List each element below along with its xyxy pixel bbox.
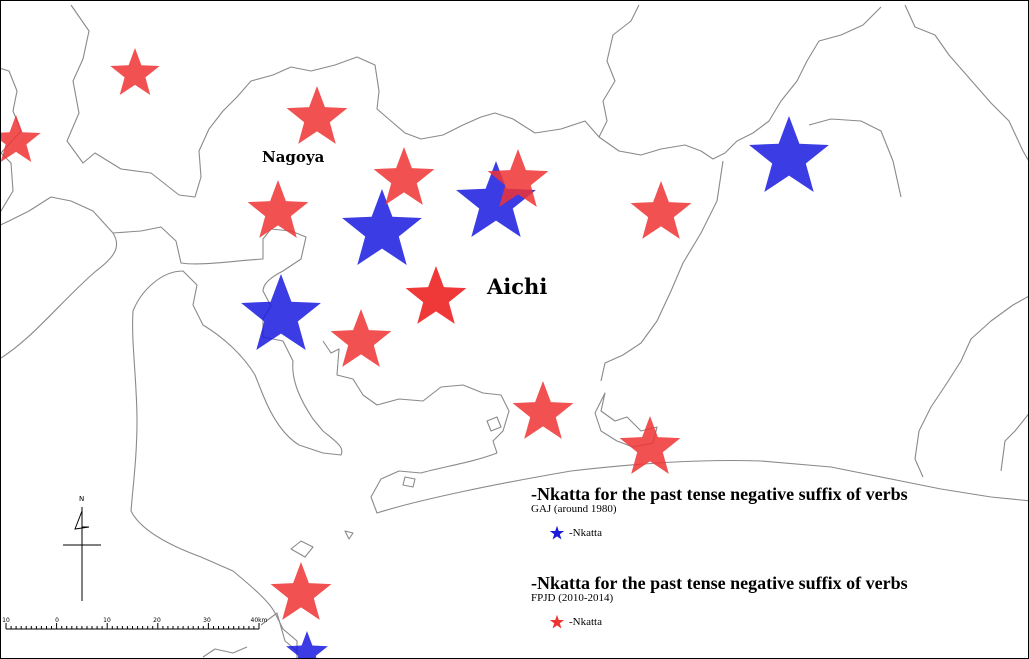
fpjd-star-marker bbox=[405, 266, 467, 324]
prefecture-border-northeast bbox=[598, 4, 882, 138]
scale-tick-label: 0 bbox=[55, 617, 59, 624]
legend-item: -Nkatta bbox=[549, 614, 908, 630]
prefecture-border-aichi bbox=[178, 56, 782, 198]
fpjd-star-marker bbox=[110, 48, 160, 95]
scale-tick-label: 30 bbox=[203, 617, 211, 624]
gaj-markers bbox=[241, 116, 829, 658]
scale-bar bbox=[5, 623, 260, 630]
fpjd-star-marker bbox=[286, 86, 348, 144]
fpjd-star-marker bbox=[512, 381, 574, 439]
legend-title: -Nkatta for the past tense negative suff… bbox=[531, 573, 908, 593]
legend-item-label: -Nkatta bbox=[569, 527, 602, 539]
city-label-nagoya: Nagoya bbox=[262, 148, 325, 166]
scale-tick-label: 10 bbox=[2, 617, 10, 624]
scale-tick-label: 40km bbox=[250, 617, 268, 624]
gaj-star-marker bbox=[241, 274, 321, 350]
fpjd-star-marker bbox=[247, 180, 309, 238]
prefecture-label-aichi: Aichi bbox=[487, 274, 548, 299]
gaj-star-marker bbox=[749, 116, 829, 192]
legend-source: FPJD (2010-2014) bbox=[531, 592, 614, 604]
fpjd-star-marker bbox=[487, 149, 549, 207]
fpjd-markers bbox=[1, 48, 692, 620]
prefecture-border-shizuoka bbox=[914, 296, 1028, 478]
legend-source: GAJ (around 1980) bbox=[531, 503, 617, 515]
legend-item-label: -Nkatta bbox=[569, 616, 602, 628]
blue-star-icon bbox=[549, 525, 565, 540]
legend-item: -Nkatta bbox=[549, 525, 908, 541]
gaj-star-marker bbox=[286, 631, 328, 658]
compass-north-label: N bbox=[79, 495, 85, 503]
gaj-star-marker bbox=[342, 189, 422, 265]
red-star-icon bbox=[549, 614, 565, 629]
gaj-star-marker bbox=[456, 161, 536, 237]
prefecture-border-west-south bbox=[1, 196, 114, 234]
fpjd-star-marker bbox=[330, 309, 392, 367]
legend-fpjd: -Nkatta for the past tense negative suff… bbox=[531, 573, 908, 630]
fpjd-star-marker bbox=[270, 562, 332, 620]
bay-inner-coast bbox=[322, 340, 1028, 514]
fpjd-star-marker bbox=[1, 115, 41, 162]
legend-title: -Nkatta for the past tense negative suff… bbox=[531, 484, 908, 504]
boundary-lines bbox=[1, 4, 1028, 658]
prefecture-border-north bbox=[66, 4, 180, 196]
fpjd-star-marker bbox=[630, 181, 692, 239]
scale-tick-label: 10 bbox=[103, 617, 111, 624]
coastline bbox=[1, 226, 343, 658]
scale-tick-label: 20 bbox=[153, 617, 161, 624]
island-1 bbox=[290, 540, 314, 558]
fpjd-star-marker bbox=[619, 416, 681, 474]
prefecture-border-far-east bbox=[808, 4, 1028, 198]
legend-gaj: -Nkatta for the past tense negative suff… bbox=[531, 484, 908, 541]
prefecture-border-east bbox=[600, 160, 724, 382]
prefecture-border-west bbox=[1, 67, 22, 212]
compass-rose bbox=[63, 507, 101, 601]
fpjd-star-marker bbox=[373, 147, 435, 205]
bay-islands bbox=[402, 416, 502, 488]
island-2 bbox=[344, 530, 354, 540]
